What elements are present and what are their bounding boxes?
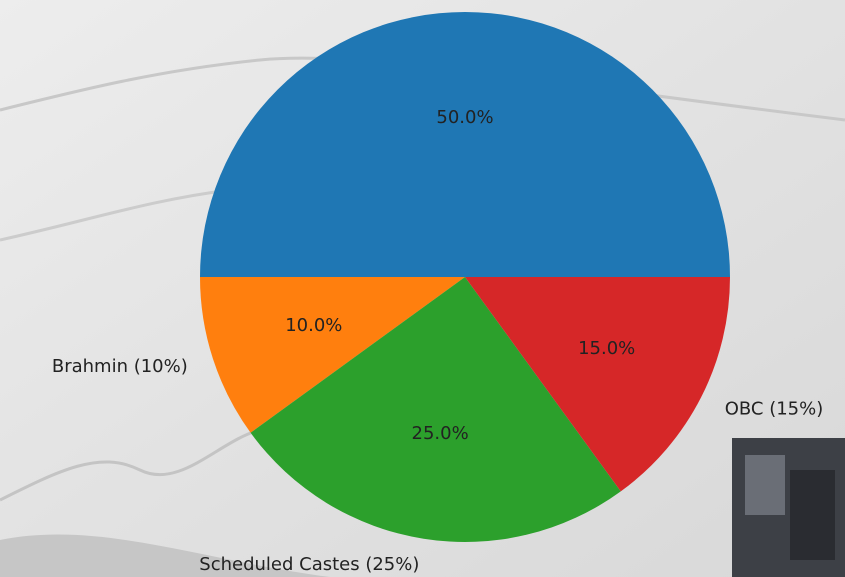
slice-label: Brahmin (10%): [52, 356, 188, 377]
pct-label: 10.0%: [285, 315, 342, 336]
background-texture: [0, 534, 330, 577]
slice-label: OBC (15%): [725, 398, 824, 419]
background-texture: [0, 428, 261, 502]
pct-label: 25.0%: [412, 423, 469, 444]
photo-detail: [745, 455, 785, 515]
pie-slice: [200, 277, 465, 433]
pie: 50.0% 10.0% Brahmin (10%) 25.0% Scheduled Ca…: [52, 12, 823, 575]
slice-label: Scheduled Castes (25%): [199, 554, 419, 575]
pie-slice: [250, 277, 621, 542]
pie-slice: [465, 277, 730, 492]
pct-label: 50.0%: [436, 107, 493, 128]
background-texture: [0, 188, 231, 242]
pie-slice: [200, 12, 730, 277]
pct-label: 15.0%: [578, 338, 635, 359]
photo-detail: [790, 470, 835, 560]
